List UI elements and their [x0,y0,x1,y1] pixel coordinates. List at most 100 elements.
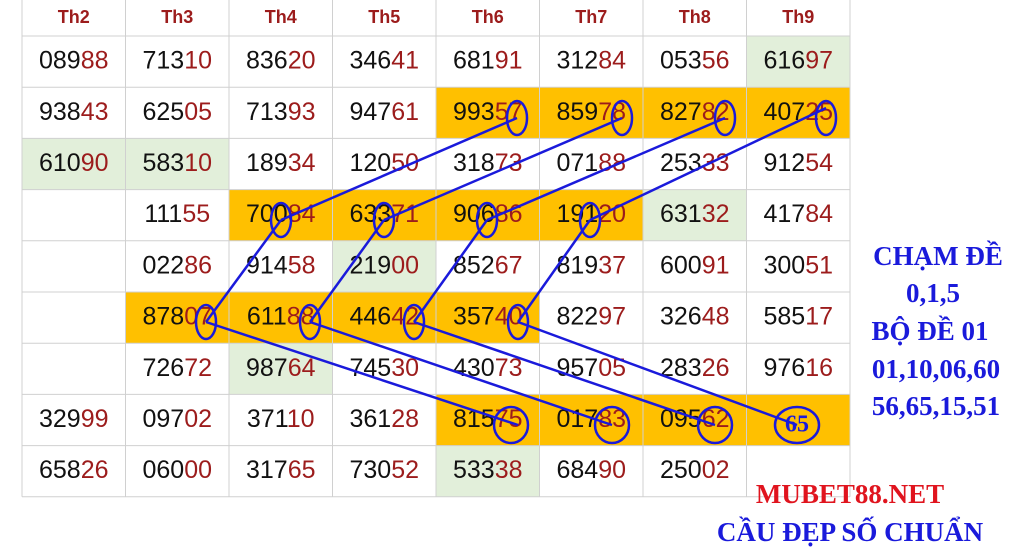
cell-number: 21900 [349,251,419,279]
circle [372,201,396,239]
cell-number: 30051 [763,251,833,279]
cell-number: 91458 [246,251,316,279]
cell-number: 74530 [349,353,419,381]
link-line [383,116,623,222]
column-header: Th2 [58,7,90,27]
link-line [280,116,518,222]
cell-number: 36128 [349,405,419,433]
cell-number: 09702 [142,405,212,433]
cell-number: 63132 [660,200,730,228]
circle [298,303,322,341]
cell-fill [746,394,850,446]
column-header: Th6 [472,7,504,27]
cell-number: 81575 [453,405,523,433]
link-line [516,219,592,323]
cell-number: 68191 [453,46,523,74]
cell-number: 32648 [660,302,730,330]
link-line [413,320,716,427]
cell-number: 32999 [39,405,109,433]
cell-number: 12050 [349,149,419,177]
cell-number: 11155 [144,200,210,228]
cell-number: 62505 [142,97,212,125]
circle [506,303,530,341]
cell-number: 41784 [763,200,833,228]
cell-number: 07188 [556,149,626,177]
cell-number: 61697 [763,46,833,74]
cell-fill [539,189,643,241]
cell-number: 73052 [349,456,419,484]
cell-number: 83620 [246,46,316,74]
cell-fill [229,343,333,395]
side-note: 01,10,06,60 [872,354,1000,384]
circles [194,99,838,445]
cell-number: 94761 [349,97,419,125]
link-line [412,219,489,323]
column-header: Th4 [265,7,297,27]
cell-number: 97616 [763,353,833,381]
cell-number: 18934 [246,149,316,177]
cell-number: 58517 [763,302,833,330]
side-note: 0,1,5 [906,278,960,308]
link-line [589,106,827,222]
circle [578,201,602,239]
circled-number: 65 [785,412,809,438]
cell-fill [229,189,333,241]
side-note: 56,65,15,51 [872,391,1000,421]
column-header: Th5 [368,7,400,27]
cell-number: 60091 [660,251,730,279]
cell-number: 58310 [142,149,212,177]
column-header: Th7 [575,7,607,27]
cell-number: 28326 [660,353,730,381]
circle [475,201,499,239]
side-note: BỘ ĐỀ 01 [871,315,988,346]
cell-fill [643,189,747,241]
circle [505,99,529,137]
circle [696,405,734,445]
cell-number: 91254 [763,149,833,177]
cell-fill [643,394,747,446]
cell-number: 31284 [556,46,626,74]
cell-number: 02286 [142,251,212,279]
cell-number: 90686 [453,200,523,228]
cell-number: 43073 [453,353,523,381]
circle [814,99,838,137]
cell-number: 53338 [453,456,523,484]
pattern-overlay [194,99,838,445]
column-header: Th3 [161,7,193,27]
circle [773,405,821,445]
cell-fill [125,138,229,190]
cell-number: 71310 [142,46,212,74]
cell-number: 65826 [39,456,109,484]
cell-number: 31873 [453,149,523,177]
site-name: MUBET88.NET [756,479,944,509]
circle [492,405,530,445]
cell-number: 34641 [349,46,419,74]
link-line [309,320,613,427]
cell-fill [22,138,126,190]
cell-number: 25333 [660,149,730,177]
cell-number: 82297 [556,302,626,330]
cell-number: 72672 [142,353,212,381]
cell-number: 06000 [142,456,212,484]
circle [402,303,426,341]
cell-number: 61090 [39,149,109,177]
cell-number: 05356 [660,46,730,74]
cell-number: 85267 [453,251,523,279]
cell-number: 37110 [247,405,315,433]
cell-number: 71393 [246,97,316,125]
cell-number: 08988 [39,46,109,74]
cell-number: 70084 [246,200,316,228]
cell-number: 31765 [246,456,316,484]
cell-fill [436,189,540,241]
circle [194,303,218,341]
cell-number: 93843 [39,97,109,125]
link-line [204,219,283,323]
cell-fill [436,445,540,497]
table: Th2 Th3 Th4 Th5 Th6 Th7 Th8 Th9 08988 71310 83620 3… [21,0,851,498]
cell-fill [332,189,436,241]
circle [610,99,634,137]
link-line [517,320,798,427]
cell-number: 19120 [556,200,626,228]
side-note: CHẠM ĐỀ [873,240,1003,271]
